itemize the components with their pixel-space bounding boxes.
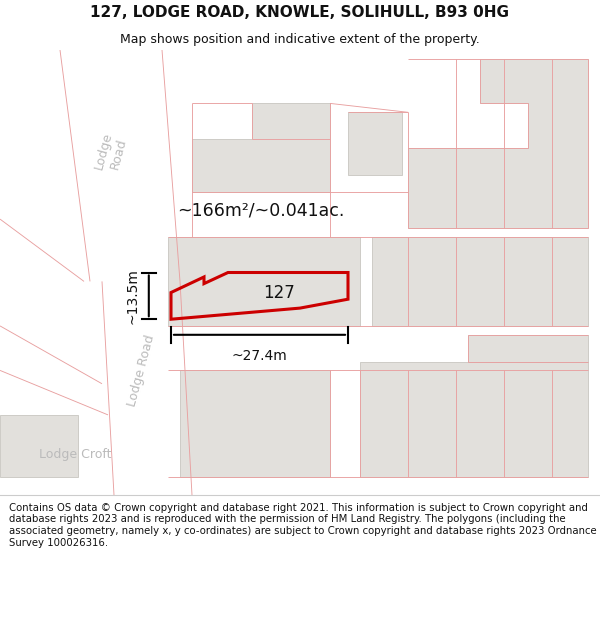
Polygon shape (348, 112, 402, 174)
Polygon shape (360, 361, 588, 478)
Polygon shape (102, 281, 192, 495)
Polygon shape (60, 50, 174, 281)
Polygon shape (180, 371, 330, 478)
Text: ~166m²/~0.041ac.: ~166m²/~0.041ac. (177, 201, 344, 219)
Text: 127: 127 (263, 284, 295, 302)
Text: ~13.5m: ~13.5m (126, 268, 140, 324)
Polygon shape (408, 59, 588, 228)
Text: 127, LODGE ROAD, KNOWLE, SOLIHULL, B93 0HG: 127, LODGE ROAD, KNOWLE, SOLIHULL, B93 0… (91, 5, 509, 20)
Polygon shape (192, 103, 330, 192)
Polygon shape (372, 237, 588, 326)
Polygon shape (60, 250, 192, 304)
Text: Map shows position and indicative extent of the property.: Map shows position and indicative extent… (120, 32, 480, 46)
Text: Lodge
Road: Lodge Road (92, 131, 130, 174)
Text: Lodge Road: Lodge Road (125, 333, 157, 408)
Text: Contains OS data © Crown copyright and database right 2021. This information is : Contains OS data © Crown copyright and d… (9, 503, 596, 548)
Text: Lodge Croft: Lodge Croft (39, 448, 112, 461)
Polygon shape (0, 415, 78, 478)
Polygon shape (168, 237, 360, 326)
Polygon shape (468, 335, 588, 361)
Text: ~27.4m: ~27.4m (232, 349, 287, 363)
